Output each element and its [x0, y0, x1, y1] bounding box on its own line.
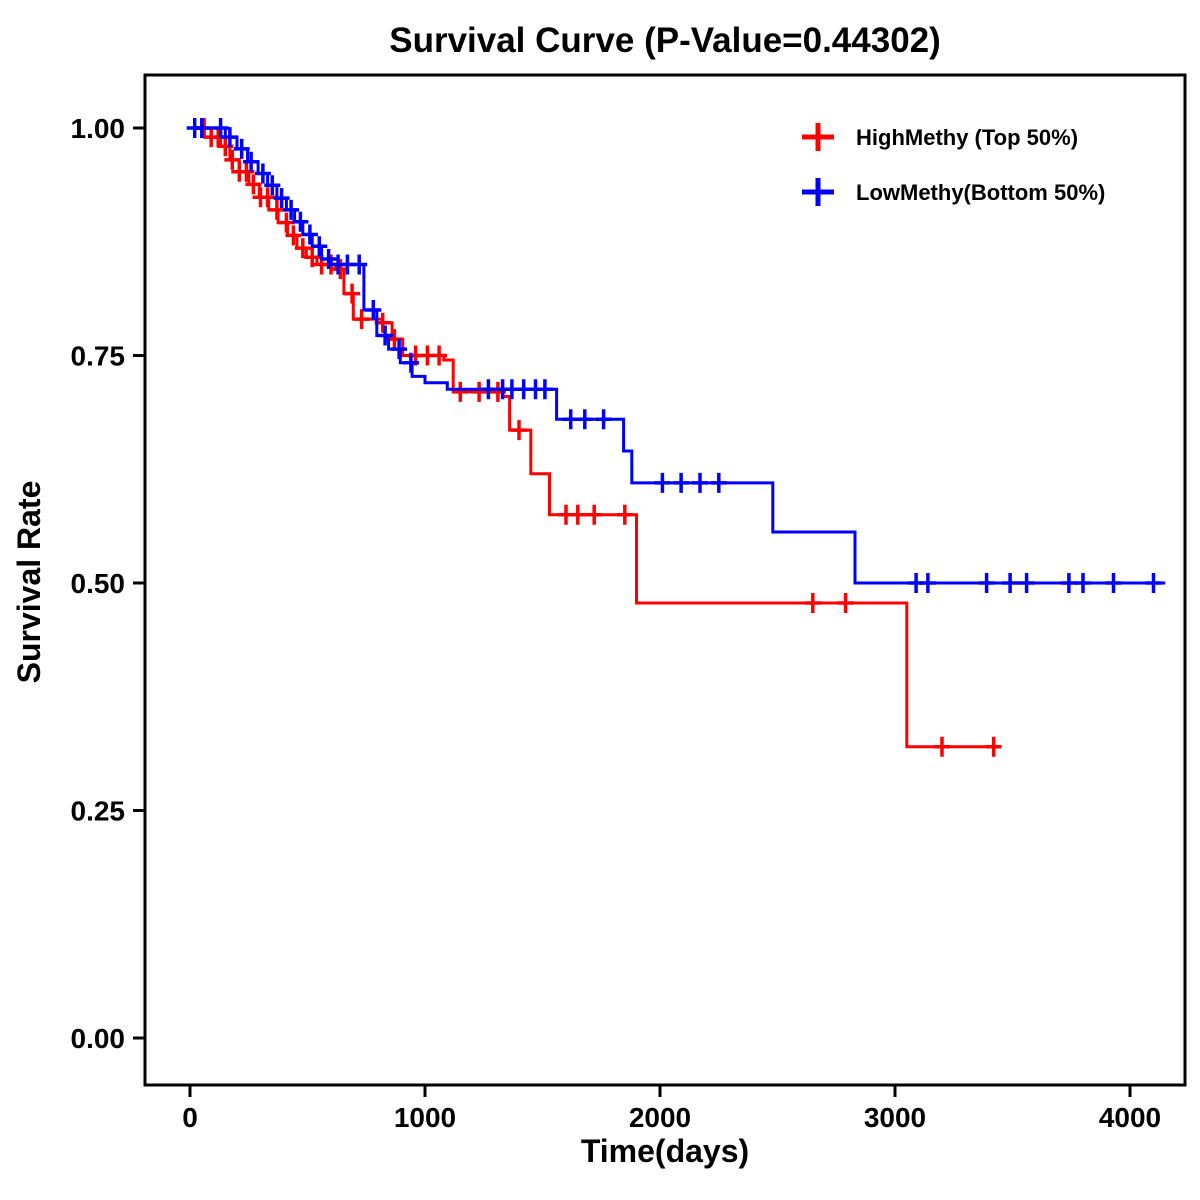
censor-plus-marker: [311, 236, 328, 257]
legend-item-lowmethy: LowMethy(Bottom 50%): [802, 178, 1105, 206]
censor-plus-marker: [569, 504, 586, 525]
plot-border: [143, 73, 1187, 1087]
censor-plus-marker: [1060, 573, 1077, 593]
y-axis-label: Survival Rate: [11, 481, 47, 684]
censor-plus-marker: [1105, 573, 1122, 593]
censor-plus-marker: [301, 224, 318, 245]
plus-marker-icon: [802, 178, 834, 206]
censor-plus-marker: [576, 409, 593, 430]
censor-plus-marker: [402, 352, 419, 373]
series-0: [190, 118, 1002, 757]
censor-plus-marker: [278, 212, 295, 233]
y-axis-ticks: 0.00 0.25 0.50 0.75 1.00: [71, 113, 145, 1054]
censor-plus-marker: [193, 118, 210, 138]
censor-plus-marker: [654, 472, 671, 493]
x-tick-label: 2000: [629, 1102, 691, 1133]
censor-plus-marker: [304, 247, 321, 268]
series-lines: [186, 118, 1166, 757]
censor-plus-marker: [259, 187, 276, 208]
censor-plus-marker: [710, 472, 727, 493]
x-axis-ticks: 0 1000 2000 3000 4000: [182, 1085, 1161, 1133]
censor-plus-marker: [452, 381, 469, 402]
x-axis-label: Time(days): [581, 1133, 749, 1169]
censor-plus-marker: [978, 573, 995, 593]
censor-plus-marker: [985, 736, 1002, 757]
censor-plus-marker: [480, 379, 497, 400]
x-tick-label: 1000: [394, 1102, 456, 1133]
censor-plus-marker: [245, 174, 262, 195]
censor-plus-marker: [320, 249, 337, 269]
survival-step-line: [190, 126, 1001, 749]
chart-title: Survival Curve (P-Value=0.44302): [389, 21, 941, 60]
censor-plus-marker: [377, 325, 394, 346]
censor-plus-marker: [1018, 573, 1035, 593]
censor-plus-marker: [292, 211, 309, 232]
series-1: [186, 118, 1166, 593]
y-tick-label: 0.50: [71, 568, 126, 599]
censor-plus-marker: [586, 504, 603, 525]
censor-plus-marker: [351, 254, 368, 275]
censor-plus-marker: [233, 138, 250, 159]
x-tick-label: 3000: [864, 1102, 926, 1133]
censor-plus-marker: [673, 472, 690, 493]
censor-plus-marker: [919, 573, 936, 593]
censor-plus-marker: [224, 149, 241, 170]
censor-plus-marker: [344, 283, 361, 304]
censor-plus-marker: [471, 381, 488, 402]
x-tick-label: 0: [182, 1102, 198, 1133]
censor-plus-marker: [595, 409, 612, 430]
censor-plus-marker: [285, 225, 302, 246]
censor-plus-marker: [692, 472, 708, 493]
y-tick-label: 0.75: [71, 341, 126, 372]
censor-plus-marker: [294, 238, 311, 259]
legend-label-highmethy: HighMethy (Top 50%): [856, 125, 1078, 150]
censor-plus-marker: [1002, 573, 1019, 593]
censor-plus-marker: [616, 504, 633, 525]
legend-item-highmethy: HighMethy (Top 50%): [802, 123, 1078, 151]
legend-label-lowmethy: LowMethy(Bottom 50%): [856, 180, 1105, 205]
censor-plus-marker: [353, 309, 370, 330]
censor-plus-marker: [1145, 573, 1162, 593]
censor-plus-marker: [934, 736, 950, 757]
censor-plus-marker: [365, 300, 382, 320]
legend: HighMethy (Top 50%) LowMethy(Bottom 50%): [802, 123, 1105, 206]
y-tick-label: 1.00: [71, 113, 126, 144]
censor-plus-marker: [273, 188, 290, 209]
y-tick-label: 0.25: [71, 796, 126, 827]
censor-plus-marker: [391, 339, 408, 360]
plus-marker-icon: [802, 123, 834, 151]
censor-plus-marker: [511, 420, 527, 441]
censor-plus-marker: [264, 175, 281, 196]
censor-plus-marker: [268, 199, 285, 220]
censor-plus-marker: [254, 163, 271, 184]
censor-plus-marker: [243, 151, 260, 172]
x-tick-label: 4000: [1099, 1102, 1161, 1133]
censor-plus-marker: [804, 593, 821, 613]
censor-plus-marker: [562, 409, 579, 430]
censor-plus-marker: [431, 345, 448, 366]
censor-plus-marker: [283, 199, 300, 220]
y-tick-label: 0.00: [71, 1023, 126, 1054]
censor-plus-marker: [221, 127, 238, 148]
censor-plus-marker: [1075, 573, 1091, 593]
censor-plus-marker: [212, 118, 229, 138]
censor-plus-marker: [536, 379, 553, 400]
censor-plus-marker: [837, 593, 854, 613]
